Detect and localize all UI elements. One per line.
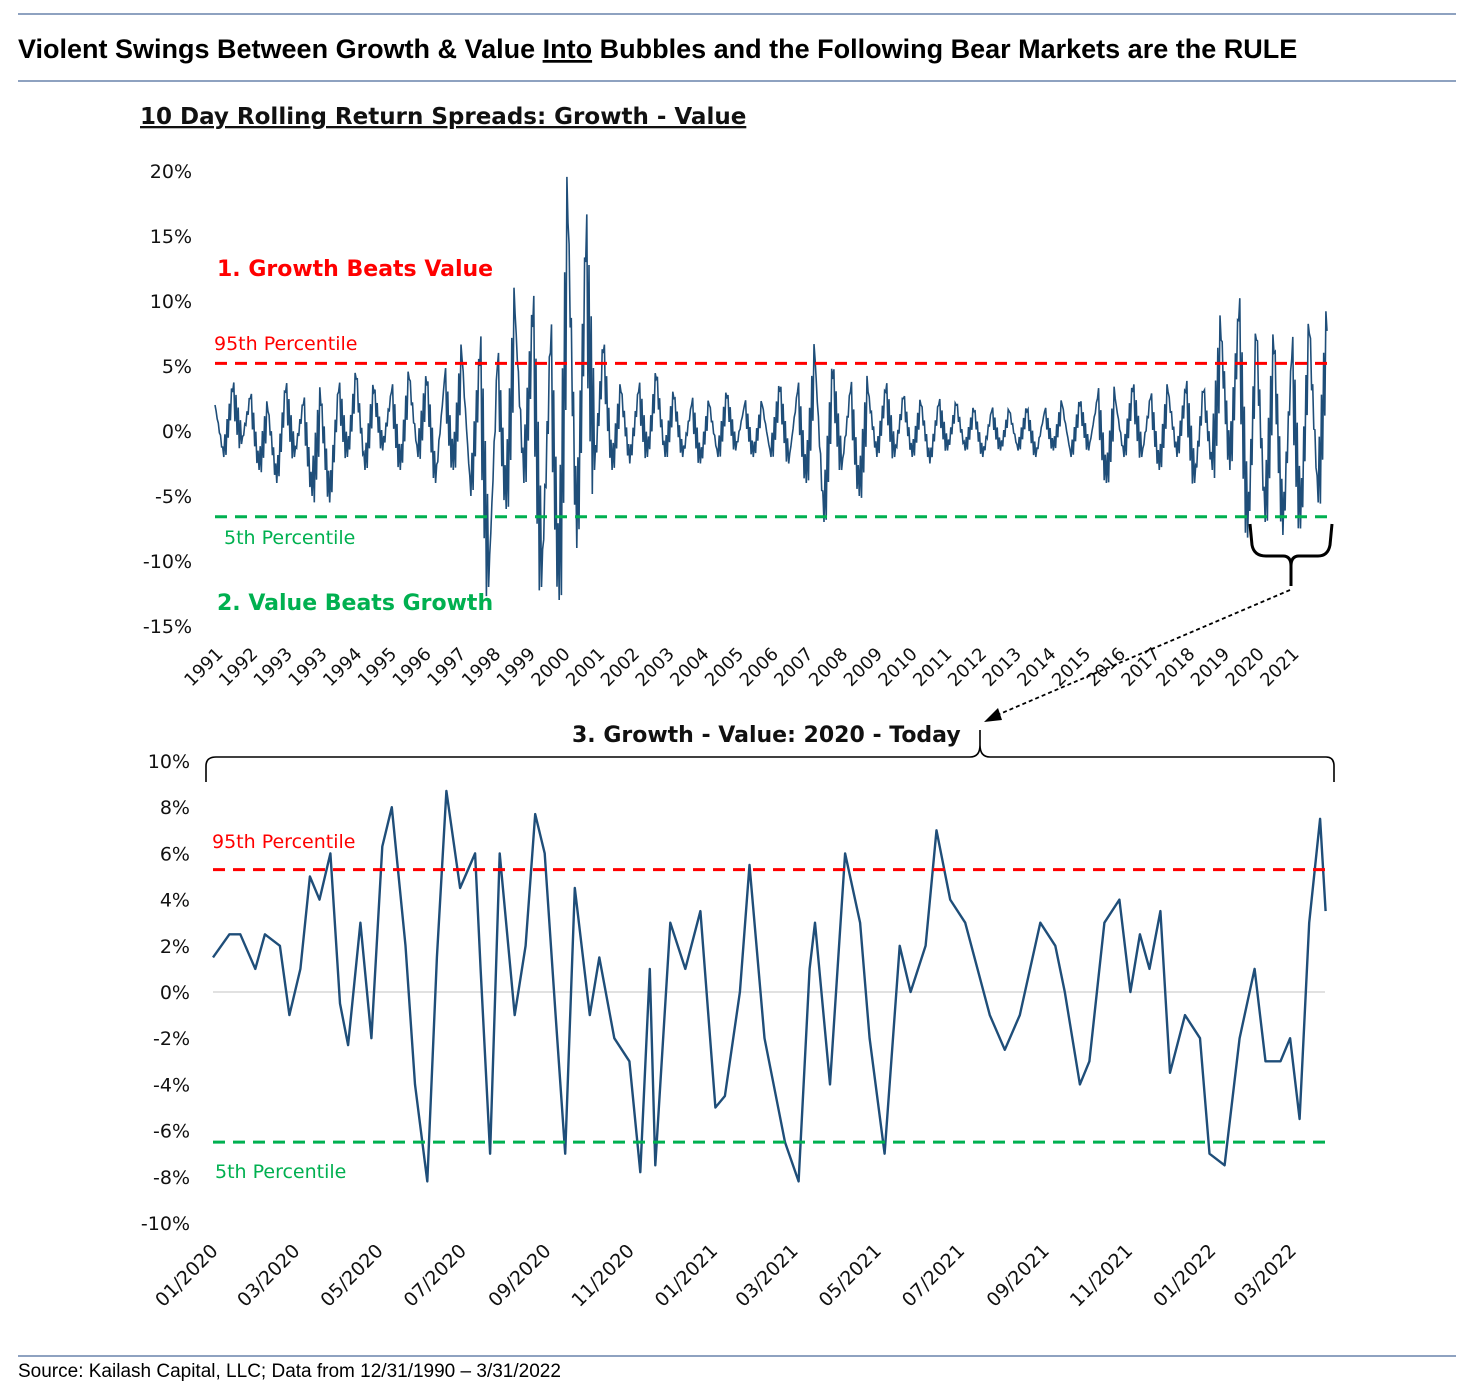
top-chart-title: 10 Day Rolling Return Spreads: Growth - … — [140, 104, 746, 130]
top-y-tick-label: 20% — [150, 161, 192, 183]
bottom-5th-percentile-label: 5th Percentile — [215, 1161, 346, 1183]
arrow-head-icon — [984, 708, 1002, 722]
top-x-tick-label: 2012 — [944, 644, 991, 691]
zoom-arrow — [994, 589, 1291, 717]
top-y-tick-label: -15% — [143, 616, 192, 638]
top-x-tick-label: 2004 — [666, 644, 713, 691]
top-x-tick-label: 2003 — [632, 644, 679, 691]
top-x-tick-label: 2006 — [736, 644, 783, 691]
bottom-chart-title: 3. Growth - Value: 2020 - Today — [572, 723, 961, 748]
top-x-tick-label: 1993 — [284, 644, 331, 691]
bottom-y-tick-label: -4% — [153, 1074, 190, 1096]
bottom-y-tick-label: 10% — [148, 751, 190, 773]
bottom-y-tick-label: -10% — [141, 1213, 190, 1235]
zoom-brace — [1248, 523, 1334, 586]
top-x-tick-label: 2001 — [562, 644, 609, 691]
top-y-tick-label: -5% — [155, 486, 192, 508]
bottom-y-tick-label: 6% — [160, 843, 190, 865]
top-x-tick-label: 1997 — [423, 644, 470, 691]
top-x-tick-label: 2021 — [1256, 644, 1303, 691]
bottom-x-tick-label: 09/2021 — [983, 1240, 1054, 1311]
top-series-line — [214, 176, 1328, 601]
bottom-x-tick-label: 01/2020 — [151, 1240, 222, 1311]
top-y-tick-label: 5% — [162, 356, 192, 378]
top-x-tick-label: 2008 — [805, 644, 852, 691]
title-link-into[interactable]: Into — [543, 34, 592, 64]
top-y-tick-label: 15% — [150, 226, 192, 248]
page-title: Violent Swings Between Growth & Value In… — [18, 34, 1297, 64]
bottom-x-tick-label: 05/2021 — [815, 1240, 886, 1311]
top-5th-percentile-label: 5th Percentile — [224, 527, 355, 549]
bottom-x-tick-label: 11/2020 — [568, 1240, 639, 1311]
top-x-tick-label: 2002 — [597, 644, 644, 691]
growth-beats-value-label: 1. Growth Beats Value — [217, 257, 493, 282]
top-x-tick-label: 2007 — [770, 644, 817, 691]
bottom-x-tick-label: 03/2021 — [731, 1240, 802, 1311]
bottom-y-tick-label: 2% — [160, 936, 190, 958]
top-x-tick-label: 1991 — [180, 644, 227, 691]
top-x-tick-label: 1992 — [215, 644, 262, 691]
bottom-x-tick-label: 01/2021 — [651, 1240, 722, 1311]
bottom-x-tick-label: 01/2022 — [1149, 1240, 1220, 1311]
top-95th-percentile-label: 95th Percentile — [214, 333, 357, 355]
top-x-tick-label: 2013 — [979, 644, 1026, 691]
bottom-y-tick-label: 0% — [160, 982, 190, 1004]
top-x-tick-label: 2015 — [1048, 644, 1095, 691]
top-x-tick-label: 2018 — [1152, 644, 1199, 691]
top-x-tick-label: 2014 — [1013, 644, 1060, 691]
top-x-tick-label: 1994 — [319, 644, 366, 691]
top-x-tick-label: 1993 — [250, 644, 297, 691]
bottom-x-tick-label: 03/2022 — [1230, 1240, 1301, 1311]
bottom-series-line — [212, 789, 1327, 1183]
top-y-tick-label: 0% — [162, 421, 192, 443]
bottom-95th-percentile-label: 95th Percentile — [212, 831, 355, 853]
top-x-tick-label: 2017 — [1117, 644, 1164, 691]
bottom-x-tick-label: 07/2021 — [898, 1240, 969, 1311]
value-beats-growth-label: 2. Value Beats Growth — [217, 591, 493, 616]
top-x-tick-label: 2000 — [527, 644, 574, 691]
period-bracket — [205, 730, 1335, 782]
bottom-y-tick-label: 4% — [160, 890, 190, 912]
top-x-tick-label: 1996 — [389, 644, 436, 691]
bottom-x-tick-label: 11/2021 — [1066, 1240, 1137, 1311]
top-x-tick-label: 2009 — [840, 644, 887, 691]
bottom-x-tick-label: 03/2020 — [233, 1240, 304, 1311]
top-y-tick-label: -10% — [143, 551, 192, 573]
top-x-tick-label: 1995 — [354, 644, 401, 691]
bottom-y-tick-label: -6% — [153, 1121, 190, 1143]
bottom-x-tick-label: 05/2020 — [316, 1240, 387, 1311]
top-x-tick-label: 1998 — [458, 644, 505, 691]
bottom-y-tick-label: 8% — [160, 797, 190, 819]
top-x-tick-label: 2019 — [1187, 644, 1234, 691]
bottom-x-tick-label: 09/2020 — [484, 1240, 555, 1311]
top-x-tick-label: 1999 — [493, 644, 540, 691]
top-x-tick-label: 2020 — [1222, 644, 1269, 691]
top-x-tick-label: 2005 — [701, 644, 748, 691]
top-x-tick-label: 2010 — [874, 644, 921, 691]
top-x-tick-label: 2011 — [909, 644, 956, 691]
bottom-x-tick-label: 07/2020 — [400, 1240, 471, 1311]
bottom-y-tick-label: -8% — [153, 1167, 190, 1189]
top-x-tick-label: 2016 — [1083, 644, 1130, 691]
top-y-tick-label: 10% — [150, 291, 192, 313]
source-note: Source: Kailash Capital, LLC; Data from … — [18, 1361, 561, 1382]
bottom-y-tick-label: -2% — [153, 1028, 190, 1050]
